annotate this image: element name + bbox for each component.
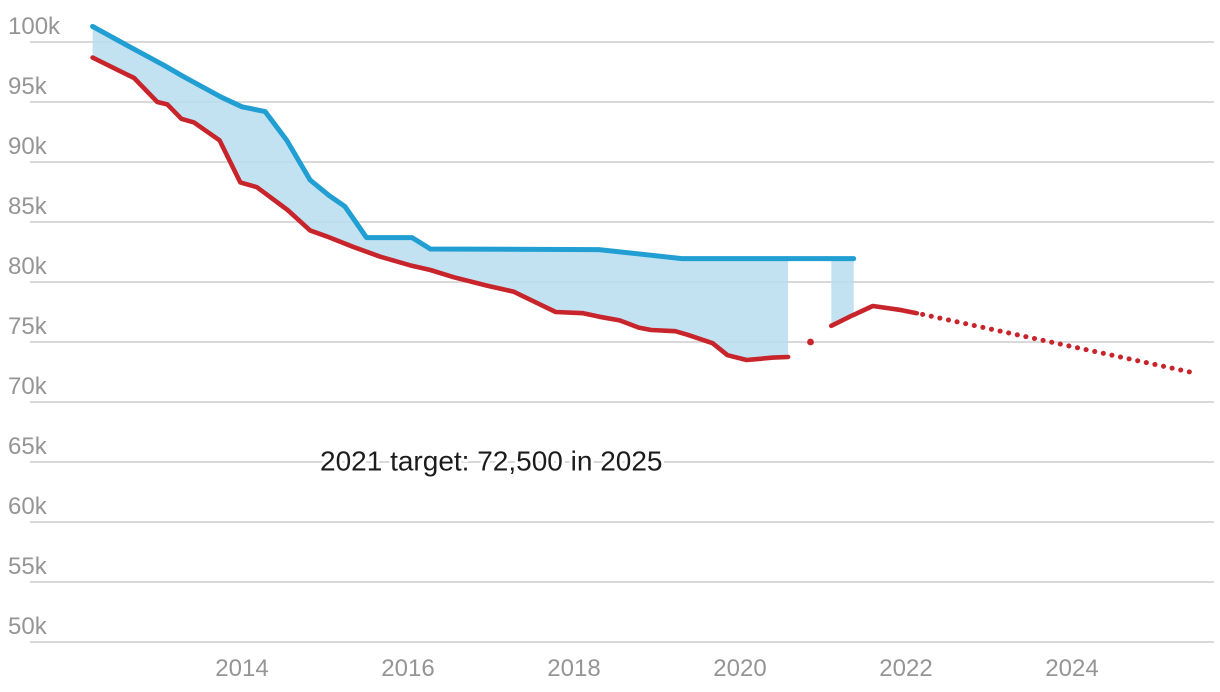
x-axis-label: 2024 <box>1045 655 1098 682</box>
x-axis-label: 2022 <box>879 655 932 682</box>
y-axis-label: 65k <box>8 433 48 460</box>
x-axis-label: 2014 <box>215 655 268 682</box>
y-axis-label: 95k <box>8 73 48 100</box>
actual-line <box>90 55 791 363</box>
y-axis-label: 85k <box>8 193 48 220</box>
y-axis-label: 50k <box>8 613 48 640</box>
y-axis-label: 60k <box>8 493 48 520</box>
actual-isolated-point <box>807 338 814 346</box>
y-axis-label: 70k <box>8 373 48 400</box>
gap-band-resumed <box>831 258 854 326</box>
y-axis-label: 80k <box>8 253 48 280</box>
y-axis-label: 100k <box>8 13 61 40</box>
y-axis-label: 75k <box>8 313 48 340</box>
projection-dotted <box>920 311 1193 375</box>
gap-band-main <box>92 26 789 361</box>
upper-line <box>90 23 857 262</box>
x-axis-label: 2020 <box>713 655 766 682</box>
annotation-text: 2021 target: 72,500 in 2025 <box>320 445 663 476</box>
y-axis-label: 90k <box>8 133 48 160</box>
actual-line-resumed <box>829 303 920 329</box>
y-axis-label: 55k <box>8 553 48 580</box>
x-axis-label: 2016 <box>381 655 434 682</box>
x-axis-label: 2018 <box>547 655 600 682</box>
